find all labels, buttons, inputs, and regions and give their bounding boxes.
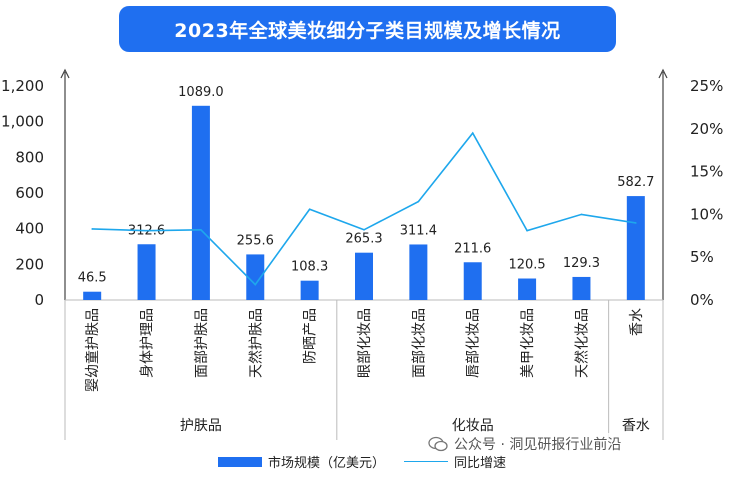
growth-point [308, 208, 311, 211]
category-label: 防晒产品 [303, 308, 319, 364]
group-label: 护肤品 [180, 418, 222, 434]
category-label: 眼部化妆品 [357, 308, 373, 378]
bar-data-label: 211.6 [454, 241, 491, 256]
chart-title: 2023年全球美妆细分子类目规模及增长情况 [174, 19, 561, 42]
bar-data-label: 265.3 [345, 232, 382, 247]
bar-data-label: 255.6 [237, 233, 274, 248]
bar [626, 196, 645, 300]
category-label: 面部化妆品 [411, 308, 427, 378]
category-label: 香水 [629, 308, 645, 336]
y-left-tick-label: 800 [15, 148, 44, 166]
y-left-tick-label: 1,000 [1, 113, 44, 131]
y-left-tick-label: 400 [15, 220, 44, 238]
legend-item-growth: 同比增速 [404, 452, 506, 471]
bar [137, 244, 156, 300]
bar-data-label: 46.5 [78, 271, 107, 286]
legend-line-label: 同比增速 [454, 456, 507, 471]
growth-point [417, 200, 420, 203]
chart-title-banner: 2023年全球美妆细分子类目规模及增长情况 [119, 6, 616, 52]
category-label: 美甲化妆品 [520, 308, 536, 378]
legend-line-swatch [404, 461, 448, 462]
watermark-text: 公众号 · 洞见研报行业前沿 [454, 437, 622, 453]
growth-point [91, 228, 93, 230]
y-right-tick-label: 5% [690, 248, 714, 266]
legend-bar-label: 市场规模（亿美元） [268, 456, 386, 471]
y-right-tick-label: 10% [690, 205, 723, 223]
bar-data-label: 582.7 [617, 175, 654, 190]
bar [463, 262, 482, 300]
y-left-tick-label: 0 [34, 291, 44, 309]
category-label: 身体护理品 [140, 308, 156, 378]
y-left-tick-label: 600 [15, 184, 44, 202]
growth-point [200, 229, 202, 231]
bar-data-label: 129.3 [563, 256, 600, 271]
watermark: 公众号 · 洞见研报行业前沿 [424, 433, 626, 455]
legend-item-market-size: 市场规模（亿美元） [218, 452, 385, 471]
bar-data-label: 120.5 [508, 258, 545, 273]
growth-point [526, 229, 528, 232]
group-label: 香水 [622, 418, 650, 434]
bar [300, 280, 319, 300]
bar [409, 244, 428, 300]
category-label: 天然化妆品 [573, 308, 590, 378]
category-label: 婴幼童护肤品 [84, 308, 101, 392]
bar [572, 276, 591, 300]
bar [83, 291, 102, 300]
bar-data-label: 1089.0 [178, 85, 224, 100]
bar [191, 105, 210, 300]
y-right-tick-label: 25% [690, 77, 723, 95]
category-label: 唇部化妆品 [466, 308, 482, 378]
bar-data-label: 108.3 [291, 260, 328, 275]
bar [355, 252, 373, 300]
growth-point [363, 229, 365, 231]
y-left-tick-label: 1,200 [1, 77, 44, 95]
growth-point [580, 213, 583, 216]
wechat-icon [428, 436, 448, 452]
bar [518, 278, 537, 300]
y-right-tick-label: 15% [690, 163, 723, 181]
y-axis-left-arrow [60, 68, 70, 79]
growth-point [471, 132, 474, 134]
legend-bar-swatch [218, 456, 262, 467]
growth-point [635, 222, 637, 224]
y-axis-right-arrow [658, 68, 668, 79]
growth-point [254, 283, 257, 286]
bar [246, 254, 265, 300]
legend: 市场规模（亿美元） 同比增速 [0, 452, 731, 474]
growth-point [145, 229, 148, 232]
group-label: 化妆品 [452, 418, 494, 434]
y-right-tick-label: 20% [690, 120, 723, 138]
bar-data-label: 311.4 [400, 223, 437, 238]
y-left-tick-label: 200 [15, 255, 44, 273]
y-right-tick-label: 0% [690, 291, 714, 309]
category-label: 天然护肤品 [247, 308, 264, 378]
category-label: 面部护肤品 [194, 308, 210, 378]
